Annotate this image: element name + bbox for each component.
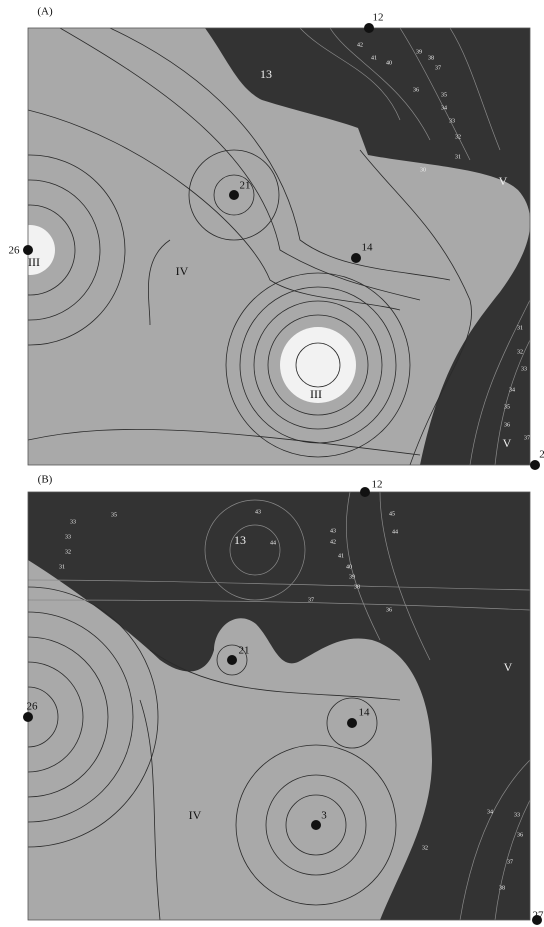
- contour-label: 31: [517, 325, 523, 331]
- well-marker: [23, 712, 33, 722]
- contour-label: 30: [420, 167, 426, 173]
- contour-label: 39: [349, 574, 355, 580]
- well-marker: [530, 460, 540, 470]
- well-marker: [351, 253, 361, 263]
- zone-label: 13: [260, 67, 272, 81]
- contour-label: 44: [270, 540, 276, 546]
- well-marker: [23, 245, 33, 255]
- well-marker: [229, 190, 239, 200]
- contour-label: 37: [524, 435, 530, 441]
- contour-label: 37: [308, 597, 314, 603]
- zone-label: III: [310, 387, 322, 401]
- well-label: 14: [362, 242, 374, 254]
- well-marker: [532, 915, 542, 925]
- map-a: [28, 28, 530, 465]
- well-label: 3: [321, 810, 327, 822]
- contour-label: 34: [441, 105, 447, 111]
- zone-label: V: [503, 436, 512, 450]
- contour-label: 45: [389, 511, 395, 517]
- contour-label: 36: [517, 832, 523, 838]
- contour-label: 32: [65, 549, 71, 555]
- contour-label: 40: [386, 60, 392, 66]
- contour-label: 32: [422, 845, 428, 851]
- map-b: [28, 492, 530, 920]
- well-marker: [360, 487, 370, 497]
- contour-label: 43: [255, 509, 261, 515]
- well-label: 27: [533, 910, 544, 922]
- panel-label: (A): [37, 6, 53, 18]
- contour-label: 39: [416, 49, 422, 55]
- well-marker: [311, 820, 321, 830]
- well-label: 12: [372, 479, 383, 491]
- well-marker: [227, 655, 237, 665]
- contour-label: 44: [392, 529, 398, 535]
- contour-label: 42: [330, 539, 336, 545]
- well-label: 14: [359, 707, 371, 719]
- contour-label: 35: [504, 404, 510, 410]
- well-marker: [347, 718, 357, 728]
- contour-label: 31: [455, 154, 461, 160]
- zone-label: IV: [176, 264, 189, 278]
- contour-label: 33: [521, 366, 527, 372]
- contour-label: 35: [111, 512, 117, 518]
- contour-label: 41: [338, 553, 344, 559]
- contour-label: 33: [514, 812, 520, 818]
- contour-label: 34: [509, 387, 515, 393]
- well-label: 21: [240, 180, 251, 192]
- zone-label: 13: [234, 533, 246, 547]
- zone-label: IV: [189, 808, 202, 822]
- contour-label: 35: [441, 92, 447, 98]
- well-label: 12: [373, 12, 384, 24]
- well-label: 26: [27, 701, 39, 713]
- zone-label: III: [28, 255, 40, 269]
- well-marker: [364, 23, 374, 33]
- well-label: 26: [9, 245, 21, 257]
- contour-label: 41: [371, 55, 377, 61]
- contour-label: 32: [455, 134, 461, 140]
- contour-label: 33: [65, 534, 71, 540]
- contour-label: 36: [413, 87, 419, 93]
- contour-label: 32: [517, 349, 523, 355]
- contour-label: 42: [357, 42, 363, 48]
- contour-label: 37: [507, 859, 513, 865]
- panel-label: (B): [38, 474, 53, 486]
- contour-label: 38: [499, 885, 505, 891]
- contour-label: 36: [386, 607, 392, 613]
- contour-label: 37: [435, 65, 441, 71]
- contour-label: 31: [59, 564, 65, 570]
- zone-label: V: [504, 660, 513, 674]
- well-label: 2: [539, 449, 544, 461]
- contour-label: 33: [70, 519, 76, 525]
- contour-label: 38: [428, 55, 434, 61]
- contour-label: 38: [354, 584, 360, 590]
- contour-label: 40: [346, 564, 352, 570]
- contour-label: 33: [449, 118, 455, 124]
- zone-label: V: [499, 174, 508, 188]
- contour-label: 43: [330, 528, 336, 534]
- contour-label: 34: [487, 809, 493, 815]
- contour-label: 36: [504, 422, 510, 428]
- well-label: 21: [239, 645, 250, 657]
